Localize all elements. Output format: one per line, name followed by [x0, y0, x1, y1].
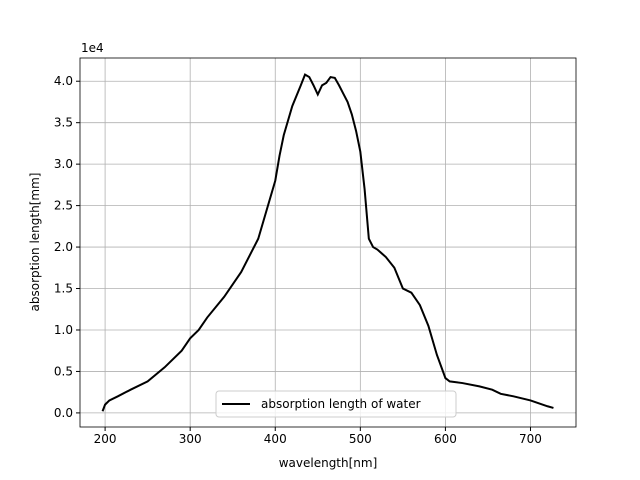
y-tick-label: 2.5	[54, 199, 73, 213]
legend: absorption length of water	[215, 390, 457, 418]
y-axis-label: absorption length[mm]	[28, 173, 42, 312]
y-tick-label: 0.5	[54, 364, 73, 378]
y-tick-label: 4.0	[54, 74, 73, 88]
x-tick-label: 600	[434, 432, 457, 446]
x-tick-label: 300	[179, 432, 202, 446]
y-tick-label: 2.0	[54, 240, 73, 254]
x-tick-label: 400	[264, 432, 287, 446]
plot-frame	[79, 57, 577, 428]
legend-label: absorption length of water	[261, 397, 421, 411]
y-tick-label: 3.0	[54, 157, 73, 171]
x-tick-label: 200	[94, 432, 117, 446]
y-tick-label: 3.5	[54, 116, 73, 130]
y-offset-text: 1e4	[81, 41, 104, 55]
y-tick-label: 1.5	[54, 282, 73, 296]
x-tick-label: 500	[349, 432, 372, 446]
legend-box	[215, 390, 457, 418]
data-line	[101, 73, 554, 412]
x-axis-label: wavelength[nm]	[279, 456, 378, 470]
y-tick-label: 0.0	[54, 406, 73, 420]
x-tick-label: 700	[519, 432, 542, 446]
y-tick-label: 1.0	[54, 323, 73, 337]
